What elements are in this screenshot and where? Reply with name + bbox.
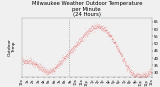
Text: Outdoor
Temp: Outdoor Temp [7, 38, 16, 56]
Title: Milwaukee Weather Outdoor Temperature
per Minute
(24 Hours): Milwaukee Weather Outdoor Temperature pe… [32, 1, 142, 17]
